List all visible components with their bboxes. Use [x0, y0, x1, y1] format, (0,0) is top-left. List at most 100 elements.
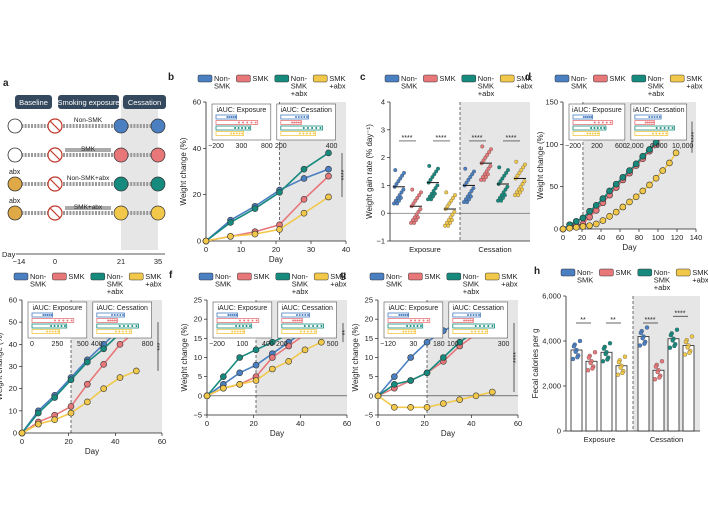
y-tick-label: 20 [193, 190, 201, 199]
inset-bar-non_smk_abx [216, 323, 253, 329]
mouse-icon [7, 176, 23, 192]
dot-non_smk [402, 170, 406, 175]
data-point-non_smk_abx [391, 381, 398, 388]
panel-b-legend-label-1: SMK [252, 74, 268, 83]
dot-smk_abx [620, 370, 625, 376]
inset-dot [294, 116, 297, 118]
inset-dot [51, 330, 54, 333]
panel-h-legend-swatch-1 [599, 268, 614, 277]
inset-dot [665, 132, 668, 135]
bar-non_smk_abx [667, 338, 680, 432]
inset-title: iAUC: Exposure [572, 107, 622, 114]
inset-title: iAUC: Exposure [389, 305, 439, 312]
panel-label-b: b [168, 72, 174, 83]
inset-title: iAUC: Exposure [33, 305, 83, 312]
inset-dot [250, 121, 253, 124]
inset-tick-label: 300 [498, 341, 510, 348]
mouse-icon [7, 118, 23, 134]
inset-dot [414, 319, 417, 322]
y-axis-label: Weight change (%) [180, 323, 189, 391]
inset-bar-smk [31, 318, 75, 323]
inset-dot [44, 314, 47, 316]
dot-non_smk [393, 168, 398, 173]
inset-tick-label: 800 [142, 341, 154, 348]
data-point-non_smk_abx [67, 376, 75, 384]
inset-dot [491, 325, 494, 327]
inset-dot [591, 132, 594, 135]
dot-non_smk_abx [667, 345, 673, 350]
dot-non_smk_abx [431, 194, 435, 199]
data-point-smk [67, 403, 75, 410]
y-tick-label: 100 [545, 140, 558, 149]
data-point-non_smk [325, 165, 332, 173]
data-point-non_smk_abx [227, 219, 234, 226]
dot-smk [590, 366, 595, 371]
dot-non_smk_abx [432, 172, 437, 177]
phase-label-0: Baseline [19, 98, 48, 107]
inset-dot [658, 116, 661, 118]
inset-dot [416, 325, 419, 327]
inset-tick-label: 400 [262, 341, 274, 348]
inset-dot [295, 314, 298, 316]
inset-dot [235, 325, 238, 327]
dot-smk_abx [446, 223, 451, 228]
no-smoking-slash [49, 178, 61, 190]
inset-dot [320, 325, 323, 327]
sig-label: ** [342, 330, 349, 336]
inset-dot [254, 121, 257, 124]
mouse-icon [7, 147, 23, 163]
inset-dot [246, 121, 249, 124]
inset-bar-non_smk [281, 312, 310, 318]
inset-dot [477, 330, 480, 333]
inset-bar-smk [215, 120, 259, 125]
data-point-smk_abx [572, 224, 580, 231]
y-tick-label: −5 [193, 411, 202, 420]
panel-f-legend-swatch-1 [237, 272, 252, 281]
state-circle-35 [150, 205, 166, 221]
panel-e-legend-label-3: SMK +abx [145, 272, 162, 289]
dot-non_smk [467, 197, 471, 202]
dot-non_smk_abx [436, 166, 440, 171]
inset-bar-smk [216, 318, 260, 323]
inset-dot [57, 330, 60, 333]
dot-non_smk_abx [600, 359, 606, 364]
dot-smk [415, 215, 420, 220]
dot-smk [488, 163, 493, 168]
inset-bar-non_smk_abx [31, 323, 68, 329]
data-point-non_smk_abx [251, 205, 259, 212]
inset-dot [413, 330, 416, 333]
sig-label: **** [506, 135, 517, 142]
dot-non_smk [394, 182, 399, 186]
dot-smk [592, 350, 598, 355]
dot-smk [414, 218, 418, 223]
inset-dot [589, 132, 592, 135]
inset-bar-non_smk_abx [96, 323, 139, 329]
y-tick-label: 20 [9, 384, 17, 393]
data-point-smk_abx [318, 338, 325, 346]
dot-non_smk [642, 341, 647, 346]
inset-bar-non_smk_abx [281, 323, 324, 329]
inset-dot [594, 132, 597, 135]
x-tick-label: 40 [296, 419, 304, 428]
dot-smk_abx [450, 212, 455, 217]
data-point-non_smk_abx [407, 377, 414, 384]
inset-dot [313, 330, 316, 333]
inset-dot [596, 127, 599, 129]
x-tick-label: 20 [578, 233, 586, 242]
phase-label-2: Cessation [128, 98, 161, 107]
dot-non_smk [399, 190, 404, 195]
panel-e: 0 10 20 30 40 50 60 0 20 40 60 Day Weight change (%)… [0, 272, 166, 456]
panel-c-legend-swatch-0 [384, 74, 400, 83]
inset-dot [296, 319, 299, 322]
inset-dot [418, 319, 421, 322]
dot-smk_abx [683, 339, 689, 345]
data-point-non_smk_abx [632, 160, 640, 168]
inset-bar-smk [452, 318, 474, 323]
y-tick-label: 40 [193, 144, 201, 153]
dot-non_smk_abx [428, 177, 433, 182]
y-tick-label: 60 [9, 296, 17, 305]
data-point-non_smk_abx [626, 167, 633, 174]
state-circle-35 [150, 176, 166, 192]
inset-dot [233, 330, 236, 333]
inset-dot [603, 127, 606, 129]
